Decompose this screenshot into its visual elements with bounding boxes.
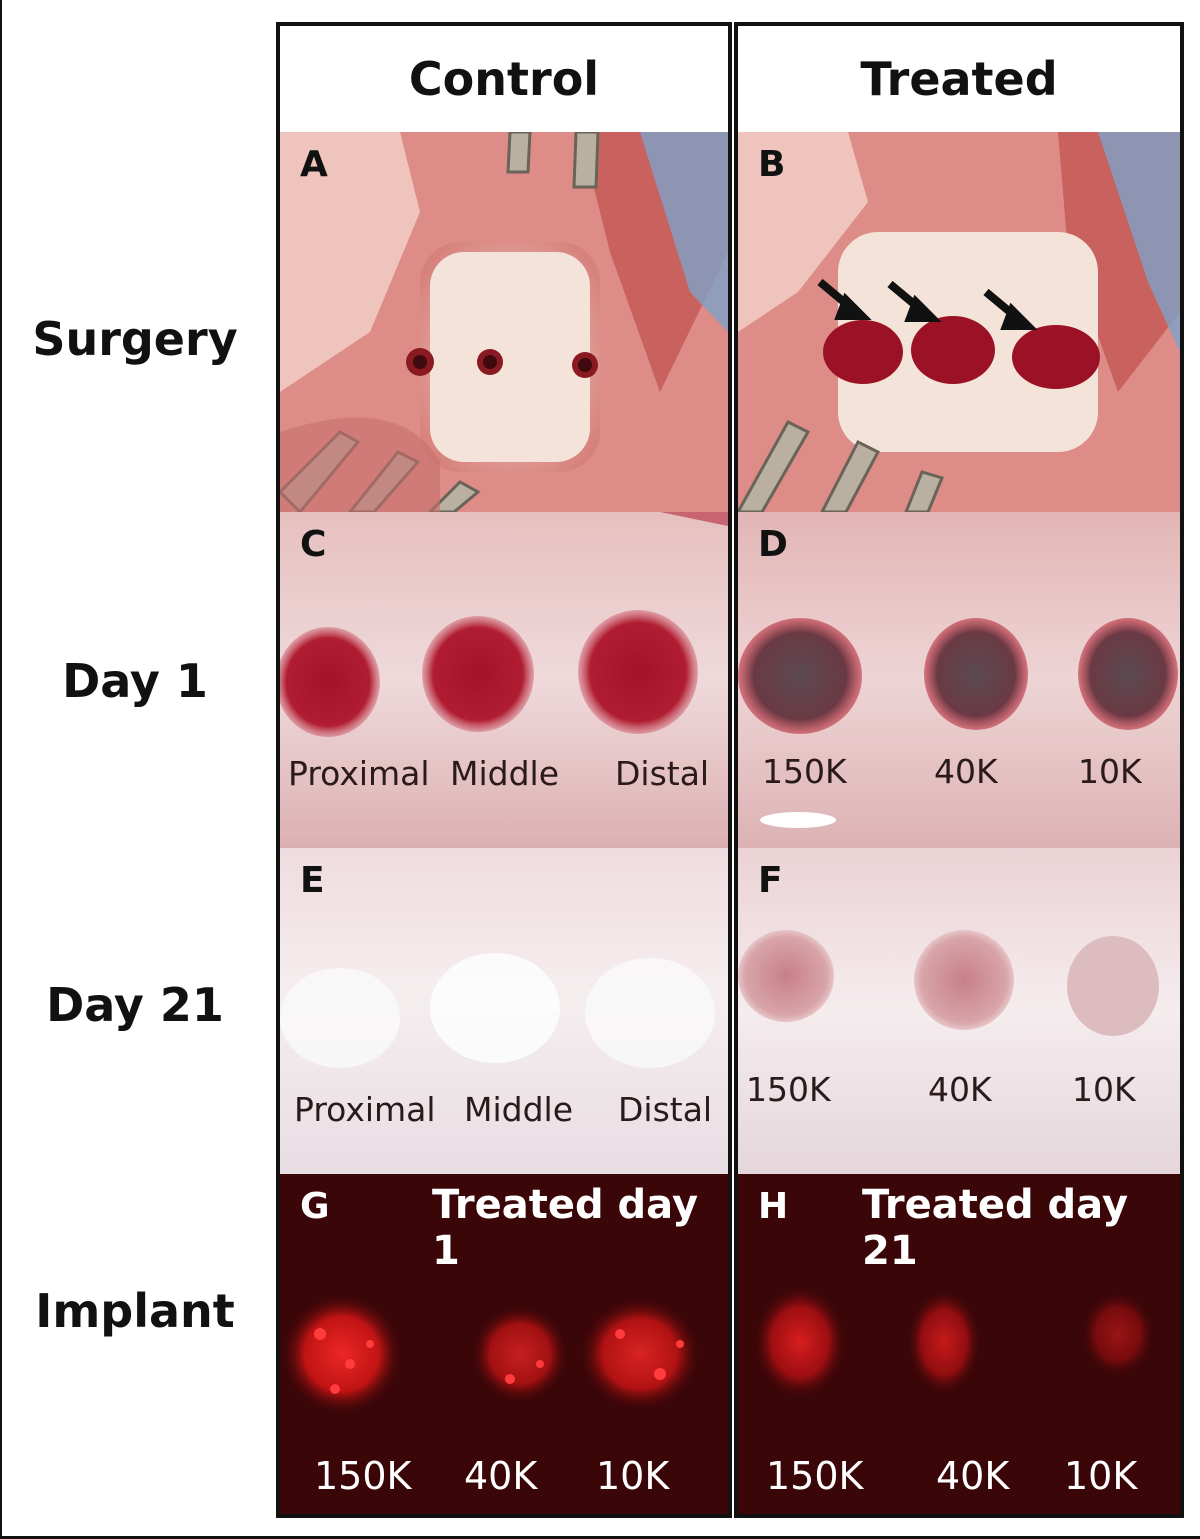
row-label-implant: Implant bbox=[35, 1284, 235, 1338]
panel-g-fluorescence-photo bbox=[280, 1174, 728, 1514]
panel-c-day1-photo bbox=[280, 512, 728, 848]
panel-g: G Treated day 1 150K 40K 10K bbox=[280, 1174, 728, 1514]
panel-h-title: Treated day 21 bbox=[862, 1182, 1129, 1274]
panel-h-fluorescence-photo bbox=[738, 1174, 1180, 1514]
row-label-day21: Day 21 bbox=[46, 978, 224, 1032]
treated-column-header: Treated bbox=[860, 52, 1058, 106]
panel-g-letter: G bbox=[300, 1186, 330, 1227]
panel-d: D 150K 40K 10K bbox=[738, 512, 1180, 848]
panel-a: A bbox=[280, 132, 728, 512]
page-bottom-border bbox=[0, 1536, 1200, 1539]
panel-c-label-proximal: Proximal bbox=[288, 754, 430, 793]
panel-h-label-10k: 10K bbox=[1064, 1454, 1138, 1498]
panel-e-label-middle: Middle bbox=[464, 1090, 574, 1129]
panel-g-label-10k: 10K bbox=[596, 1454, 670, 1498]
panel-e-letter: E bbox=[300, 860, 325, 901]
panel-a-surgery-photo bbox=[280, 132, 728, 512]
panel-c-label-middle: Middle bbox=[450, 754, 560, 793]
panel-g-label-40k: 40K bbox=[464, 1454, 538, 1498]
panel-c: C Proximal Middle Distal bbox=[280, 512, 728, 848]
panel-e: E Proximal Middle Distal bbox=[280, 848, 728, 1174]
panel-f-label-150k: 150K bbox=[746, 1070, 831, 1109]
panel-g-title: Treated day 1 bbox=[432, 1182, 699, 1274]
panel-b-letter: B bbox=[758, 144, 786, 185]
control-column-header: Control bbox=[408, 52, 600, 106]
panel-f-label-10k: 10K bbox=[1072, 1070, 1136, 1109]
panel-h-label-150k: 150K bbox=[766, 1454, 864, 1498]
panel-b: B bbox=[738, 132, 1180, 512]
treated-column: Treated B bbox=[734, 22, 1184, 1518]
panel-f-letter: F bbox=[758, 860, 783, 901]
control-column: Control bbox=[276, 22, 732, 1518]
panel-f-label-40k: 40K bbox=[928, 1070, 992, 1109]
panel-d-day1-photo bbox=[738, 512, 1180, 848]
panel-d-label-10k: 10K bbox=[1078, 752, 1142, 791]
panel-e-label-proximal: Proximal bbox=[294, 1090, 436, 1129]
panel-f-day21-photo bbox=[738, 848, 1180, 1174]
row-label-day1: Day 1 bbox=[62, 654, 208, 708]
panel-c-label-distal: Distal bbox=[615, 754, 710, 793]
panel-d-letter: D bbox=[758, 524, 788, 565]
panel-b-surgery-photo bbox=[738, 132, 1180, 512]
panel-e-day21-photo bbox=[280, 848, 728, 1174]
panel-f: F 150K 40K 10K bbox=[738, 848, 1180, 1174]
panel-d-label-150k: 150K bbox=[762, 752, 847, 791]
panel-h-label-40k: 40K bbox=[936, 1454, 1010, 1498]
page-left-border bbox=[0, 0, 2, 1539]
panel-c-letter: C bbox=[300, 524, 327, 565]
panel-h: H Treated day 21 150K 40K 10K bbox=[738, 1174, 1180, 1514]
panel-h-letter: H bbox=[758, 1186, 789, 1227]
panel-a-letter: A bbox=[300, 144, 328, 185]
panel-d-label-40k: 40K bbox=[934, 752, 998, 791]
row-label-surgery: Surgery bbox=[32, 312, 238, 366]
panel-g-label-150k: 150K bbox=[314, 1454, 412, 1498]
panel-e-label-distal: Distal bbox=[618, 1090, 713, 1129]
